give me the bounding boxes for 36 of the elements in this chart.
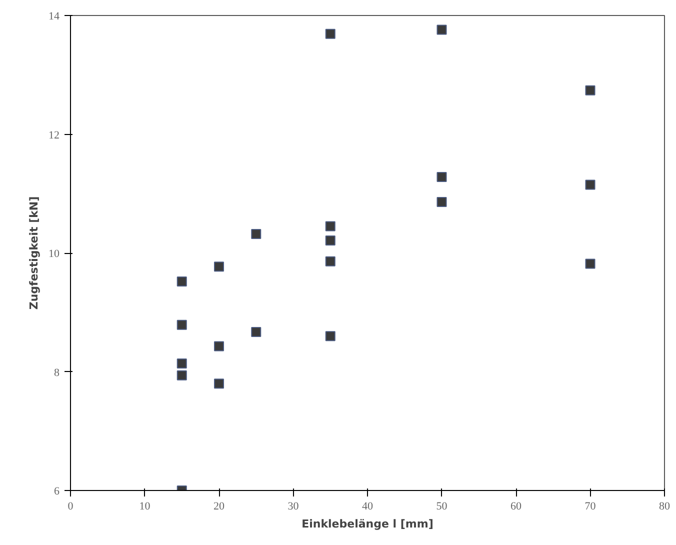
x-tick-label: 10 xyxy=(139,500,151,512)
x-tick-label: 40 xyxy=(362,500,374,512)
point xyxy=(176,276,187,286)
x-tick-label: 70 xyxy=(584,500,596,512)
x-tick-label: 80 xyxy=(659,500,670,512)
x-tick-label: 30 xyxy=(288,500,300,512)
point xyxy=(325,256,336,266)
x-tick-label: 60 xyxy=(510,500,522,512)
y-tick-label: 10 xyxy=(48,248,60,260)
point xyxy=(436,24,447,35)
point xyxy=(214,262,224,272)
point xyxy=(325,331,336,342)
point xyxy=(251,326,262,337)
y-tick-label: 12 xyxy=(48,129,60,142)
point xyxy=(176,358,187,368)
y-axis-title: Zugfestigkeit [kN] xyxy=(28,196,40,310)
point xyxy=(325,236,336,246)
point xyxy=(214,378,224,389)
point xyxy=(585,85,596,96)
point xyxy=(436,172,447,182)
y-tick-label: 6 xyxy=(54,486,60,498)
x-tick-label: 0 xyxy=(68,500,74,512)
x-tick-label: 20 xyxy=(214,500,225,512)
x-tick-label: 50 xyxy=(436,500,448,512)
point xyxy=(436,196,447,207)
x-axis-title: Einklebelänge l [mm] xyxy=(302,518,434,530)
point xyxy=(325,28,336,39)
point xyxy=(585,180,596,190)
y-tick-label: 14 xyxy=(48,10,60,22)
point xyxy=(176,370,187,380)
y-tick-label: 8 xyxy=(54,366,60,379)
point xyxy=(325,221,336,232)
point xyxy=(176,320,187,330)
point xyxy=(585,258,596,269)
point xyxy=(251,229,262,239)
point xyxy=(214,341,224,352)
